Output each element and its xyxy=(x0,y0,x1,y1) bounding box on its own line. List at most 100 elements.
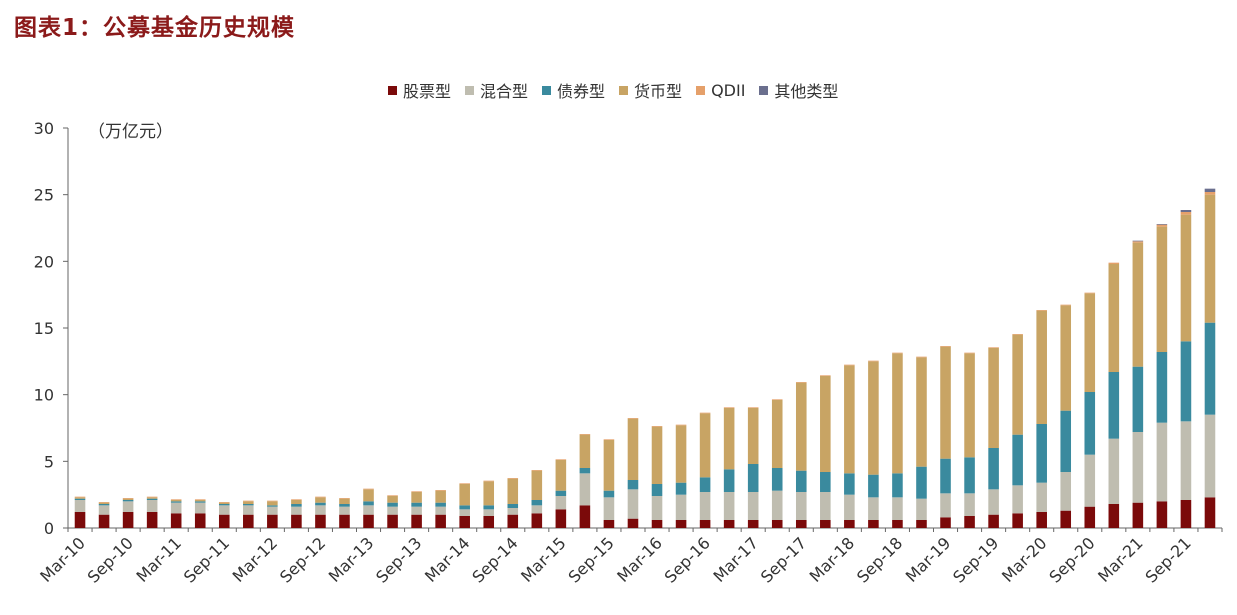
bar-segment-qdii xyxy=(1156,224,1168,227)
y-tick-label: 10 xyxy=(34,386,54,405)
bar-segment-mixed xyxy=(411,506,422,515)
bar-segment-qdii xyxy=(387,495,398,496)
legend-item-stock: 股票型 xyxy=(388,78,451,102)
bar-segment-mixed xyxy=(459,509,470,516)
x-tick-label: Sep-18 xyxy=(853,533,906,586)
bar-segment-money xyxy=(627,418,639,480)
bar-segment-qdii xyxy=(267,500,278,502)
legend-label-other: 其他类型 xyxy=(774,82,839,101)
chart-bars xyxy=(74,188,1216,528)
bar-segment-bond xyxy=(988,448,999,490)
bar-segment-stock xyxy=(916,520,927,528)
bar-segment-bond xyxy=(507,504,519,508)
bar-segment-money xyxy=(146,497,158,499)
x-tick-label: Mar-17 xyxy=(709,533,762,586)
bar-segment-bond xyxy=(170,501,182,503)
bar-segment-qdii xyxy=(146,496,158,498)
bar-segment-money xyxy=(1060,305,1072,411)
bar-segment-money xyxy=(435,490,446,503)
bar-segment-mixed xyxy=(1180,421,1192,500)
y-tick-label: 20 xyxy=(34,252,54,271)
bar-segment-qdii xyxy=(964,352,975,354)
bar-segment-money xyxy=(218,502,230,504)
bar-segment-stock xyxy=(507,514,519,528)
bar-segment-mixed xyxy=(146,500,158,512)
bar-segment-qdii xyxy=(435,490,446,491)
bar-segment-mixed xyxy=(1132,432,1144,503)
legend-label-bond: 债券型 xyxy=(557,82,606,101)
bar-segment-stock xyxy=(1108,504,1120,528)
bar-segment-qdii xyxy=(363,488,374,490)
bar-segment-stock xyxy=(964,516,975,528)
y-tick-label: 5 xyxy=(44,452,54,471)
x-tick-label: Sep-11 xyxy=(180,533,233,586)
bar-segment-bond xyxy=(723,469,735,492)
bar-segment-qdii xyxy=(1108,262,1120,264)
bar-segment-qdii xyxy=(170,499,182,500)
bar-segment-bond xyxy=(122,500,134,502)
bar-segment-stock xyxy=(218,514,230,528)
bar-segment-bond xyxy=(243,504,254,506)
bar-segment-bond xyxy=(771,468,783,491)
bar-segment-mixed xyxy=(627,489,639,519)
bar-segment-bond xyxy=(675,482,687,495)
bar-segment-stock xyxy=(243,514,254,528)
x-tick-labels: Mar-10Sep-10Mar-11Sep-11Mar-12Sep-12Mar-… xyxy=(36,533,1194,586)
bar-segment-qdii xyxy=(411,491,422,492)
bar-segment-qdii xyxy=(771,399,783,400)
bar-segment-stock xyxy=(988,514,999,528)
bar-segment-stock xyxy=(892,520,903,528)
bar-segment-mixed xyxy=(1084,454,1096,507)
bar-segment-mixed xyxy=(892,497,903,520)
bar-segment-qdii xyxy=(1132,241,1144,243)
bar-segment-stock xyxy=(603,520,615,528)
bar-segment-stock xyxy=(844,520,855,528)
bar-segment-mixed xyxy=(1108,438,1120,504)
x-tick-label: Mar-19 xyxy=(902,533,955,586)
bar-segment-stock xyxy=(122,512,134,528)
legend-item-money: 货币型 xyxy=(619,78,682,102)
bar-segment-mixed xyxy=(243,505,254,515)
x-tick-label: Mar-20 xyxy=(998,533,1051,586)
bar-segment-mixed xyxy=(531,505,543,514)
bar-segment-qdii xyxy=(555,459,567,460)
bar-segment-qdii xyxy=(507,478,519,479)
legend-item-mixed: 混合型 xyxy=(465,78,528,102)
bar-segment-bond xyxy=(651,484,663,496)
bar-segment-money xyxy=(1204,194,1216,323)
bar-segment-bond xyxy=(555,490,567,496)
bar-segment-qdii xyxy=(699,412,711,414)
bar-segment-mixed xyxy=(771,490,783,520)
bar-segment-qdii xyxy=(988,347,999,348)
y-tick-label: 0 xyxy=(44,519,54,538)
bar-segment-bond xyxy=(579,468,591,474)
bar-segment-stock xyxy=(483,516,495,528)
bar-segment-mixed xyxy=(1204,414,1216,498)
bar-segment-qdii xyxy=(844,364,855,366)
x-tick-label: Mar-16 xyxy=(613,533,666,586)
bar-segment-bond xyxy=(74,498,86,500)
bar-segment-stock xyxy=(747,520,759,528)
bar-segment-bond xyxy=(1108,372,1120,439)
legend-swatch-qdii xyxy=(696,85,706,95)
bar-segment-qdii xyxy=(603,439,615,440)
bar-segment-stock xyxy=(194,513,206,528)
bar-segment-bond xyxy=(194,501,206,503)
bar-segment-qdii xyxy=(1060,304,1072,306)
x-tick-label: Mar-10 xyxy=(36,533,89,586)
bar-segment-qdii xyxy=(795,382,807,383)
bar-segment-stock xyxy=(74,512,86,528)
bar-segment-mixed xyxy=(483,509,495,516)
bar-segment-stock xyxy=(339,514,350,528)
bar-segment-bond xyxy=(747,464,759,492)
bar-segment-bond xyxy=(892,473,903,498)
bar-segment-qdii xyxy=(218,502,230,503)
legend-label-mixed: 混合型 xyxy=(480,82,529,101)
bar-segment-qdii xyxy=(1036,310,1047,311)
legend-swatch-bond xyxy=(542,85,552,95)
bar-segment-stock xyxy=(820,520,831,528)
bar-segment-money xyxy=(844,365,855,474)
y-tick-label: 25 xyxy=(34,186,54,205)
bar-segment-mixed xyxy=(747,492,759,520)
